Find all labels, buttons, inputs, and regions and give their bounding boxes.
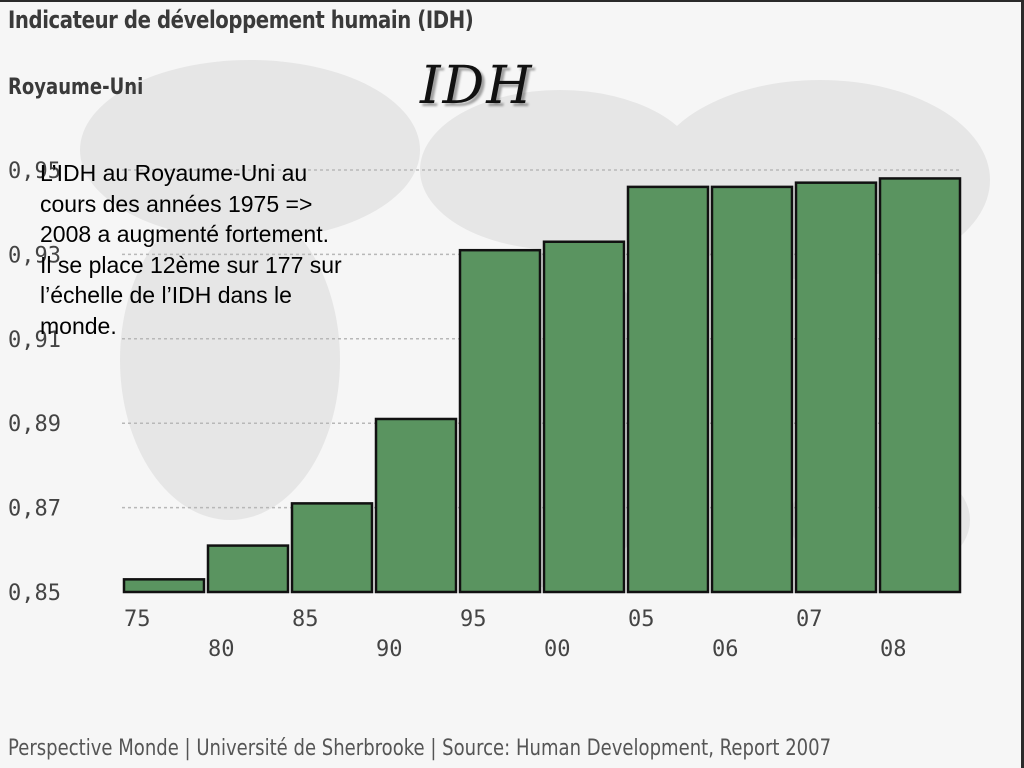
caption-line: 2008 a augmenté fortement. bbox=[40, 221, 329, 247]
caption-line: Il se place 12ème sur 177 sur bbox=[40, 251, 342, 278]
bar bbox=[542, 240, 626, 594]
bar bbox=[122, 578, 206, 594]
bar bbox=[794, 181, 878, 594]
caption-line: l’échelle de l’IDH dans le bbox=[40, 282, 292, 308]
y-tick-label: 0,85 bbox=[8, 581, 61, 606]
caption-line: monde. bbox=[40, 312, 117, 339]
x-tick-label: 90 bbox=[376, 637, 403, 662]
bar bbox=[206, 544, 290, 594]
x-tick-label: 05 bbox=[628, 607, 655, 632]
bar bbox=[458, 248, 542, 594]
frame-top bbox=[0, 0, 1024, 2]
x-tick-label: 85 bbox=[292, 607, 319, 632]
y-tick-label: 0,93 bbox=[8, 243, 61, 268]
x-tick-label: 80 bbox=[208, 637, 235, 662]
x-tick-label: 08 bbox=[880, 637, 907, 662]
x-tick-label: 95 bbox=[460, 607, 487, 632]
y-tick-label: 0,87 bbox=[8, 497, 61, 522]
bar bbox=[710, 185, 794, 594]
bar bbox=[290, 502, 374, 594]
bar bbox=[626, 185, 710, 594]
y-tick-label: 0,91 bbox=[8, 328, 61, 353]
caption-line: L’IDH au Royaume-Uni au bbox=[40, 160, 308, 186]
y-tick-label: 0,95 bbox=[8, 159, 61, 184]
source-footer: Perspective Monde | Université de Sherbr… bbox=[8, 736, 832, 761]
chart-source-title: Indicateur de développement humain (IDH) bbox=[8, 6, 474, 34]
x-tick-label: 00 bbox=[544, 637, 571, 662]
caption-line: cours des années 1975 => bbox=[40, 190, 313, 217]
caption-text: L’IDH au Royaume-Uni au cours des années… bbox=[40, 158, 450, 341]
bar bbox=[374, 417, 458, 594]
chart-source-subtitle: Royaume-Uni bbox=[8, 75, 144, 100]
y-tick-label: 0,89 bbox=[8, 412, 61, 437]
x-tick-label: 07 bbox=[796, 607, 823, 632]
bar bbox=[878, 177, 962, 594]
frame-right bbox=[1021, 0, 1024, 768]
x-tick-label: 06 bbox=[712, 637, 739, 662]
slide-title: IDH bbox=[420, 56, 534, 116]
x-tick-label: 75 bbox=[124, 607, 151, 632]
